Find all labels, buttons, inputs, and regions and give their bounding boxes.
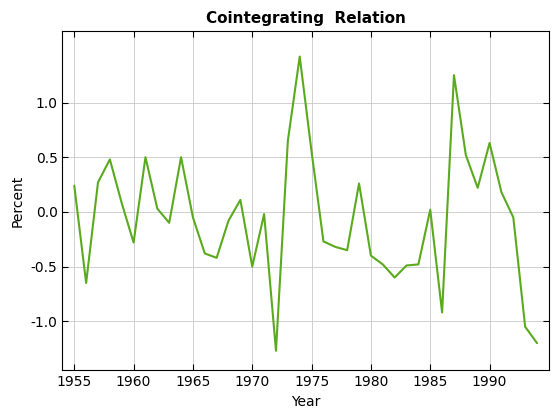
Title: Cointegrating  Relation: Cointegrating Relation: [206, 11, 405, 26]
Y-axis label: Percent: Percent: [11, 175, 25, 227]
X-axis label: Year: Year: [291, 395, 320, 409]
